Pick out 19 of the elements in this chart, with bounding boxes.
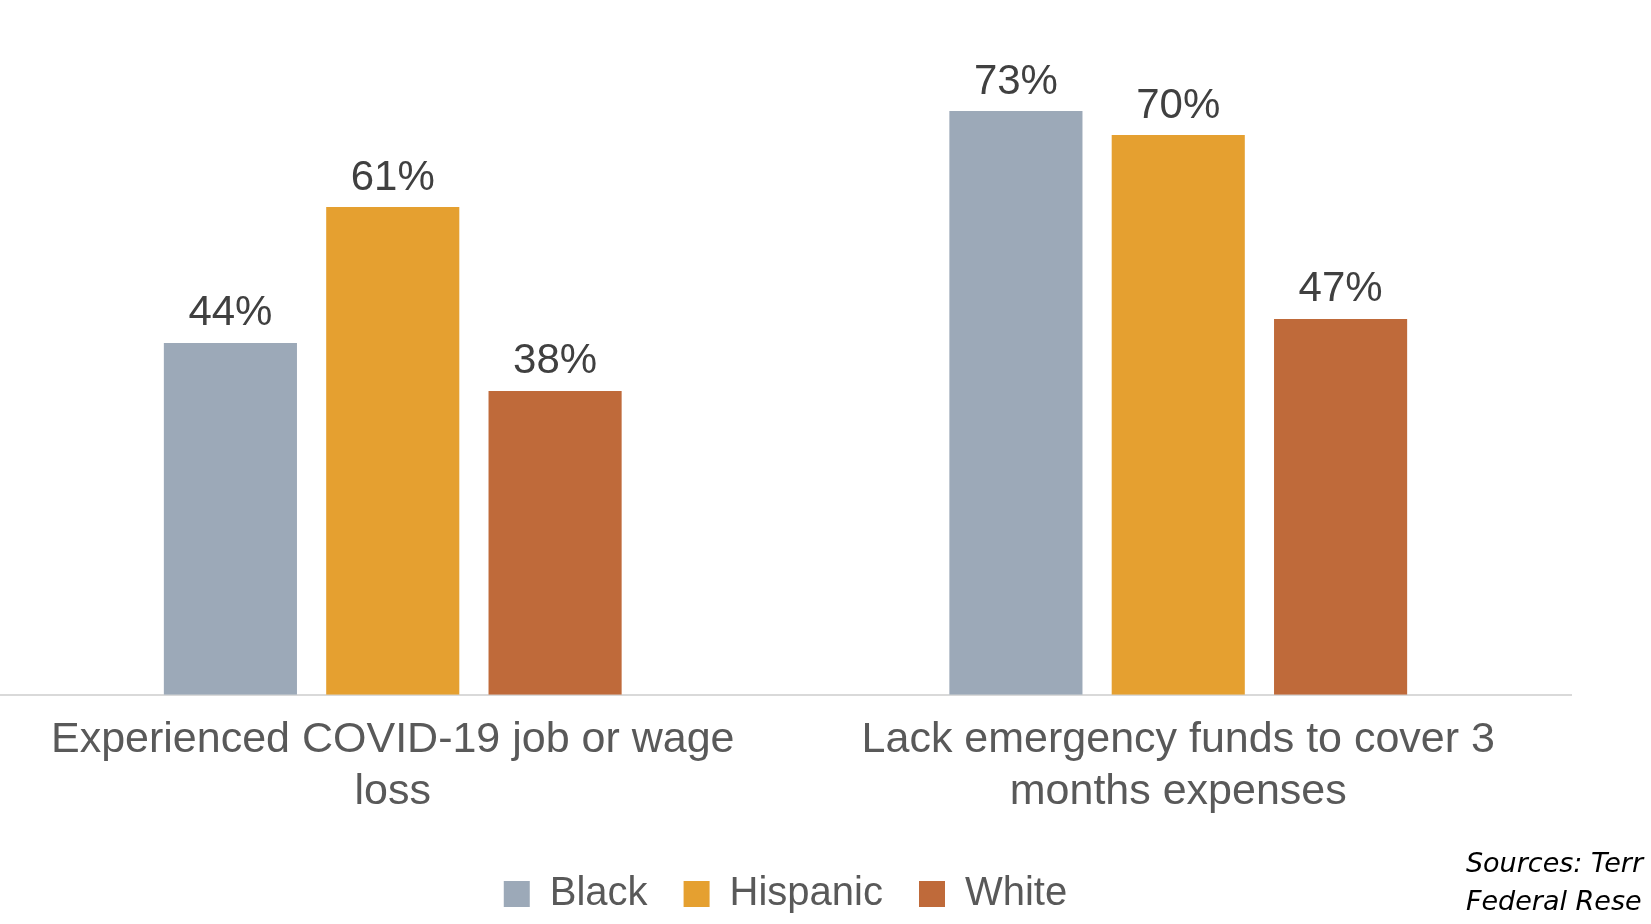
data-label: 61% [350, 151, 435, 199]
data-label: 73% [973, 55, 1058, 103]
x-tick-label: Experienced COVID-19 job or wage loss [50, 713, 735, 814]
legend-label: White [964, 869, 1068, 914]
data-label: 70% [1136, 79, 1221, 127]
data-label: 47% [1298, 263, 1383, 311]
data-label: 38% [513, 335, 598, 383]
data-label: 44% [188, 287, 273, 335]
bar [163, 342, 297, 695]
x-tick-label: Lack emergency funds to cover 3 months expenses [861, 713, 1495, 814]
source-note: Sources: Terr [1465, 846, 1643, 881]
bar [326, 206, 460, 695]
bar [488, 390, 622, 695]
legend-label: Hispanic [729, 869, 883, 914]
legend-label: Black [549, 869, 649, 914]
bar [1274, 318, 1408, 695]
bar [949, 110, 1083, 695]
text: Federal Rese [1465, 884, 1643, 919]
bar [1111, 134, 1245, 695]
